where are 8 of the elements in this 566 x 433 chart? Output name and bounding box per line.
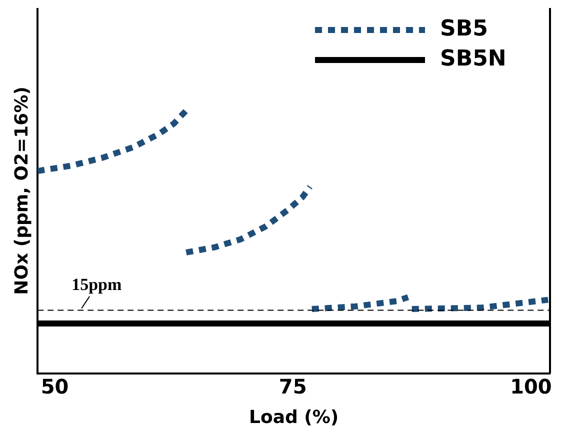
legend-label: SB5N xyxy=(440,46,506,72)
x-tick-label: 100 xyxy=(510,374,552,399)
y-axis-title: NOx (ppm, O2=16%) xyxy=(11,86,32,295)
x-tick-label: 75 xyxy=(278,374,307,399)
x-axis-title: Load (%) xyxy=(248,406,339,428)
ref-line-label: 15ppm xyxy=(72,275,122,294)
legend-label: SB5 xyxy=(440,16,488,42)
x-tick-label: 50 xyxy=(40,374,69,399)
